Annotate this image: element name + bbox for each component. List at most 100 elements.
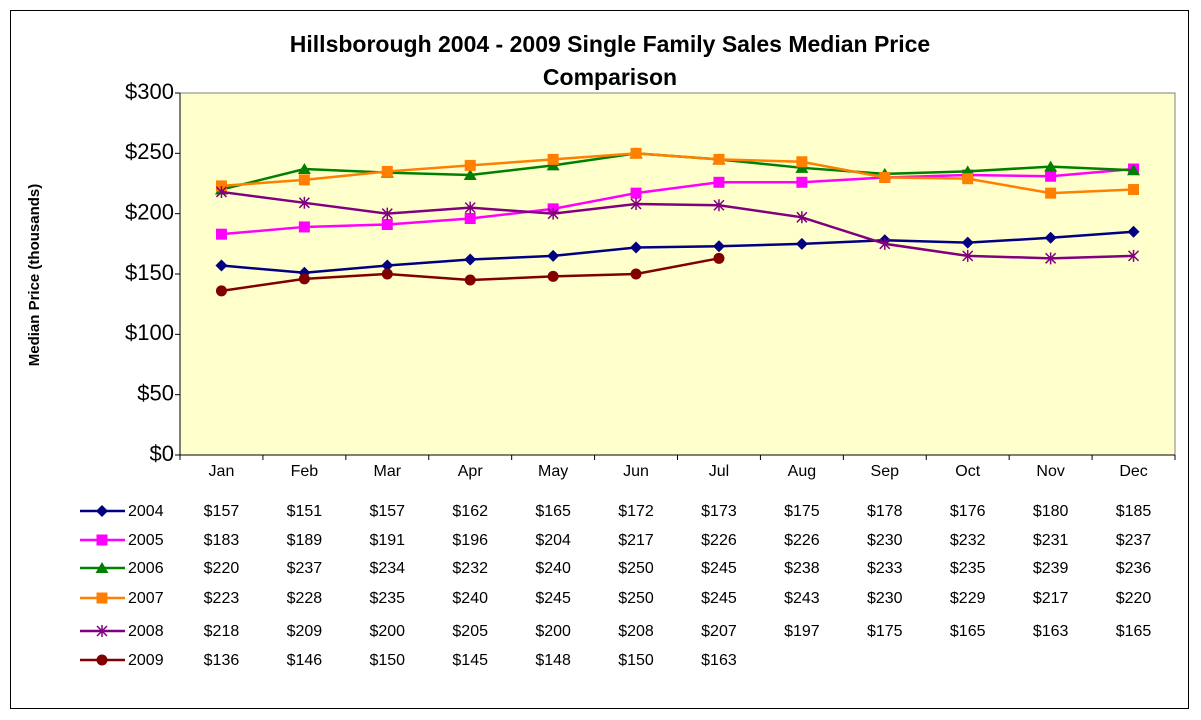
table-cell: $237 [287,560,323,577]
x-tick-label: Jun [623,463,649,480]
chart-title: Hillsborough 2004 - 2009 Single Family S… [289,31,931,90]
legend-label: 2005 [128,532,164,549]
data-point [381,259,394,272]
table-cell: $175 [867,623,903,640]
data-point [381,219,393,231]
table-cell: $229 [950,590,986,607]
table-cell: $165 [1116,623,1152,640]
table-cell: $240 [452,590,488,607]
table-cell: $162 [452,503,488,520]
table-cell: $150 [369,652,405,669]
table-cell: $185 [1116,503,1152,520]
y-tick-label: $250 [125,139,174,164]
y-tick-label: $100 [125,320,174,345]
table-cell: $230 [867,532,903,549]
x-tick-label: Dec [1119,463,1147,480]
series-line [221,230,1134,275]
series-line [221,167,1134,236]
x-tick-label: May [538,463,568,480]
data-point [215,180,227,192]
data-point [712,240,725,253]
x-tick-label: Oct [955,463,980,480]
legend-symbol-marker [96,505,108,517]
table-cell: $250 [618,560,654,577]
table-cell: $223 [204,590,240,607]
table-cell: $165 [950,623,986,640]
table-cell: $163 [701,652,737,669]
legend-symbol-marker [96,592,108,604]
table-cell: $230 [867,590,903,607]
data-point [297,163,311,175]
table-cell: $150 [618,652,654,669]
legend-symbol-marker [96,534,108,546]
x-tick-label: Apr [458,463,484,480]
table-cell: $205 [452,623,488,640]
table-cell: $226 [784,532,820,549]
data-point [463,169,477,181]
table-cell: $234 [369,560,405,577]
x-tick-label: Mar [374,463,402,480]
y-tick-label: $150 [125,260,174,285]
table-cell: $200 [369,623,405,640]
table-cell: $157 [204,503,240,520]
table-cell: $148 [535,652,571,669]
table-cell: $191 [369,532,405,549]
y-tick-label: $300 [125,79,174,104]
data-point [215,259,228,272]
table-cell: $197 [784,623,820,640]
data-point [962,249,974,262]
data-point [215,285,227,297]
data-point [796,156,808,168]
table-cell: $243 [784,590,820,607]
data-point [713,153,725,165]
table-cell: $208 [618,623,654,640]
table-cell: $220 [204,560,240,577]
y-tick-label: $200 [125,199,174,224]
data-point [630,198,642,211]
plot-area [179,92,1176,456]
data-point [796,211,808,224]
data-point [879,171,891,183]
data-point [1127,164,1141,176]
table-cell: $173 [701,503,737,520]
data-point [464,253,477,266]
table-cell: $157 [369,503,405,520]
data-point [879,237,891,250]
data-point [298,221,310,233]
table-cell: $245 [701,590,737,607]
y-axis-label: Median Price (thousands) [26,184,43,367]
table-cell: $196 [452,532,488,549]
data-point [464,274,476,286]
table-cell: $236 [1116,560,1152,577]
table-cell: $145 [452,652,488,669]
legend-symbol-marker [96,625,108,637]
data-point [298,273,310,285]
series-line [221,190,1134,260]
y-tick-label: $50 [137,380,174,405]
data-point [547,153,559,165]
legend-label: 2007 [128,590,164,607]
table-cell: $180 [1033,503,1069,520]
data-point [1045,170,1057,182]
legend-label: 2009 [128,652,164,669]
table-cell: $238 [784,560,820,577]
data-point [962,173,974,185]
table-cell: $245 [701,560,737,577]
data-point [546,159,560,171]
data-point [381,268,393,280]
table-cell: $200 [535,623,571,640]
table-cell: $176 [950,503,986,520]
legend-symbol-marker [95,562,109,573]
legend-label: 2006 [128,560,164,577]
table-cell: $237 [1116,532,1152,549]
data-point [298,196,310,209]
table-cell: $217 [618,532,654,549]
legend-label: 2004 [128,503,164,520]
table-cell: $232 [950,532,986,549]
data-point [215,185,227,198]
table-cell: $165 [535,503,571,520]
table-cell: $172 [618,503,654,520]
table-cell: $163 [1033,623,1069,640]
data-point [630,241,643,254]
data-point [547,270,559,282]
